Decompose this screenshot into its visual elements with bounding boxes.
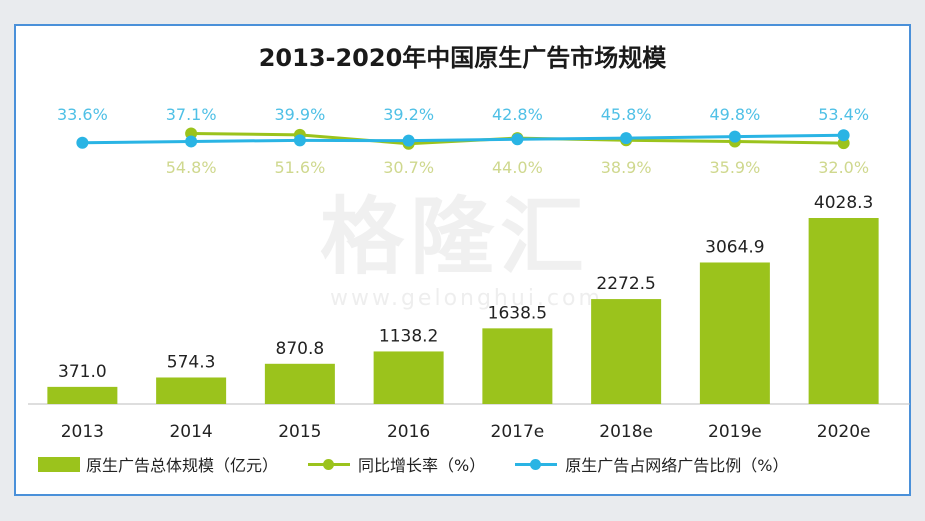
bar-value-label-2017e: 1638.5 bbox=[488, 303, 547, 323]
x-tick-label-2014: 2014 bbox=[169, 422, 212, 442]
growth-label-2016: 30.7% bbox=[383, 158, 434, 177]
share-point-2014 bbox=[185, 135, 198, 148]
share-label-2015: 39.9% bbox=[274, 105, 325, 124]
share-point-2019e bbox=[728, 130, 741, 143]
growth-label-2014: 54.8% bbox=[166, 158, 217, 177]
legend-label-growth: 同比增长率（%） bbox=[358, 456, 486, 475]
share-point-2018e bbox=[620, 132, 633, 145]
x-tick-label-2017e: 2017e bbox=[491, 422, 545, 442]
share-label-2019e: 49.8% bbox=[709, 105, 760, 124]
bar-2017e bbox=[482, 328, 553, 404]
bar-value-label-2014: 574.3 bbox=[167, 352, 216, 372]
share-line bbox=[82, 133, 844, 145]
bar-2016 bbox=[373, 351, 444, 404]
legend-swatch-share bbox=[515, 457, 558, 472]
bar-2014 bbox=[156, 377, 227, 404]
share-point-2016 bbox=[402, 134, 415, 147]
bar-2018e bbox=[591, 299, 662, 404]
legend-swatch-scale bbox=[38, 456, 80, 472]
bar-value-label-2015: 870.8 bbox=[276, 339, 325, 359]
growth-label-2017e: 44.0% bbox=[492, 158, 543, 177]
watermark-url: www.gelonghui.com bbox=[330, 286, 603, 311]
watermark-logo: 格隆汇 bbox=[320, 188, 591, 286]
legend-item-growth: 同比增长率（%） bbox=[308, 452, 485, 476]
bar-value-label-2019e: 3064.9 bbox=[705, 237, 764, 257]
x-tick-label-2015: 2015 bbox=[278, 422, 321, 442]
bar-value-label-2020e: 4028.3 bbox=[814, 193, 873, 213]
x-tick-label-2020e: 2020e bbox=[817, 422, 871, 442]
growth-label-2015: 51.6% bbox=[274, 158, 325, 177]
growth-label-2020e: 32.0% bbox=[818, 158, 869, 177]
legend-label-scale: 原生广告总体规模（亿元） bbox=[86, 456, 279, 475]
legend-label-share: 原生广告占网络广告比例（%） bbox=[565, 456, 789, 475]
bar-value-label-2018e: 2272.5 bbox=[596, 274, 655, 294]
bar-2020e bbox=[808, 218, 879, 404]
x-tick-label-2016: 2016 bbox=[387, 422, 430, 442]
share-point-2020e bbox=[837, 129, 850, 142]
chart-title: 2013-2020年中国原生广告市场规模 bbox=[258, 44, 667, 72]
bar-2013 bbox=[47, 386, 118, 404]
x-tick-label-2013: 2013 bbox=[61, 422, 104, 442]
share-point-2017e bbox=[511, 133, 524, 146]
legend-swatch-growth bbox=[308, 457, 351, 472]
bar-2015 bbox=[264, 363, 335, 404]
share-label-2013: 33.6% bbox=[57, 105, 108, 124]
share-label-2016: 39.2% bbox=[383, 105, 434, 124]
share-point-2013 bbox=[76, 136, 89, 149]
x-tick-label-2019e: 2019e bbox=[708, 422, 762, 442]
share-label-2014: 37.1% bbox=[166, 105, 217, 124]
bar-value-label-2013: 371.0 bbox=[58, 362, 107, 382]
share-label-2017e: 42.8% bbox=[492, 105, 543, 124]
x-tick-label-2018e: 2018e bbox=[599, 422, 653, 442]
bar-2019e bbox=[699, 262, 770, 404]
chart-legend: 原生广告总体规模（亿元） 同比增长率（%） 原生广告占网络广告比例（%） bbox=[38, 452, 898, 476]
share-point-2015 bbox=[293, 134, 306, 147]
growth-label-2018e: 38.9% bbox=[601, 158, 652, 177]
share-label-2018e: 45.8% bbox=[601, 105, 652, 124]
growth-label-2019e: 35.9% bbox=[709, 158, 760, 177]
legend-item-scale: 原生广告总体规模（亿元） bbox=[38, 452, 278, 476]
share-label-2020e: 53.4% bbox=[818, 105, 869, 124]
legend-item-share: 原生广告占网络广告比例（%） bbox=[515, 452, 788, 476]
bar-value-label-2016: 1138.2 bbox=[379, 326, 438, 346]
chart-frame bbox=[14, 24, 911, 496]
